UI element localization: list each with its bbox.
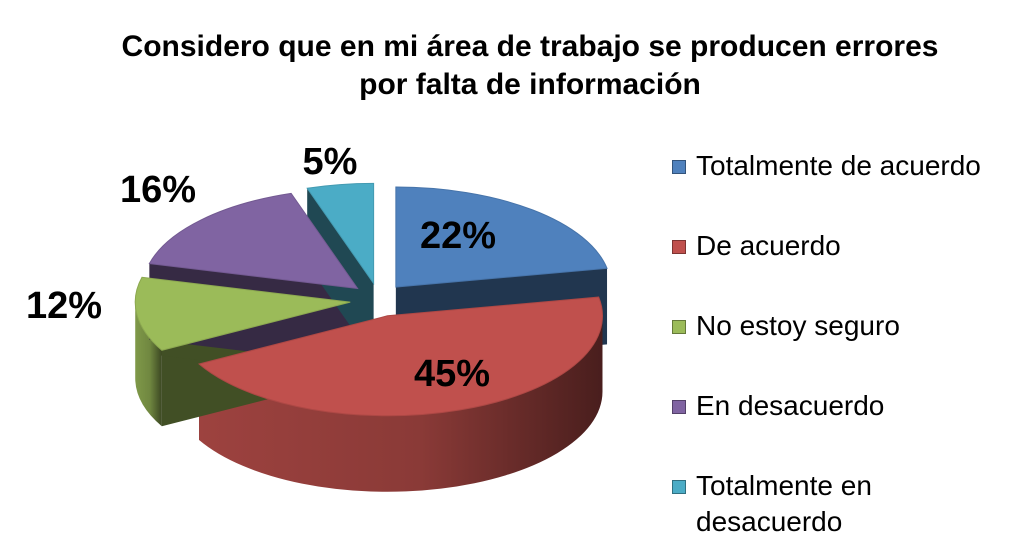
legend-item-1: De acuerdo [672, 228, 996, 264]
pie-slice-4 [306, 182, 375, 285]
legend-swatch-3 [672, 400, 686, 414]
pie-slice-2 [134, 276, 351, 351]
legend-item-0: Totalmente de acuerdo [672, 148, 996, 184]
pie-slice-side-2 [135, 302, 162, 427]
legend-label-3: En desacuerdo [696, 390, 885, 421]
chart-title-line-1: Considero que en mi área de trabajo se p… [121, 30, 939, 63]
legend-label-0: Totalmente de acuerdo [696, 150, 981, 181]
pie-tops [134, 182, 608, 417]
legend-swatch-0 [672, 160, 686, 174]
pie-slice-3 [148, 192, 359, 290]
legend-label-4: Totalmente en desacuerdo [696, 470, 872, 537]
legend-label-2: No estoy seguro [696, 310, 900, 341]
pie-slice-side-1 [199, 315, 603, 492]
legend-swatch-2 [672, 320, 686, 334]
legend-swatch-1 [672, 240, 686, 254]
pie-slice-0 [395, 186, 608, 288]
data-label-3: 16% [120, 169, 196, 211]
chart-title-line-2: por falta de información [359, 68, 701, 101]
data-label-2: 12% [26, 285, 102, 327]
data-label-0: 22% [420, 215, 496, 257]
data-label-1: 45% [414, 353, 490, 395]
legend-item-4: Totalmente en desacuerdo [672, 468, 996, 540]
pie-slice-1 [198, 296, 603, 417]
legend-item-3: En desacuerdo [672, 388, 996, 424]
chart-title: Considero que en mi área de trabajo se p… [0, 28, 1024, 104]
pie-labels: 22% 45% 12% 16% 5% [26, 141, 496, 395]
legend-swatch-4 [672, 480, 686, 494]
legend-item-2: No estoy seguro [672, 308, 996, 344]
data-label-4: 5% [303, 141, 358, 183]
legend-label-1: De acuerdo [696, 230, 841, 261]
